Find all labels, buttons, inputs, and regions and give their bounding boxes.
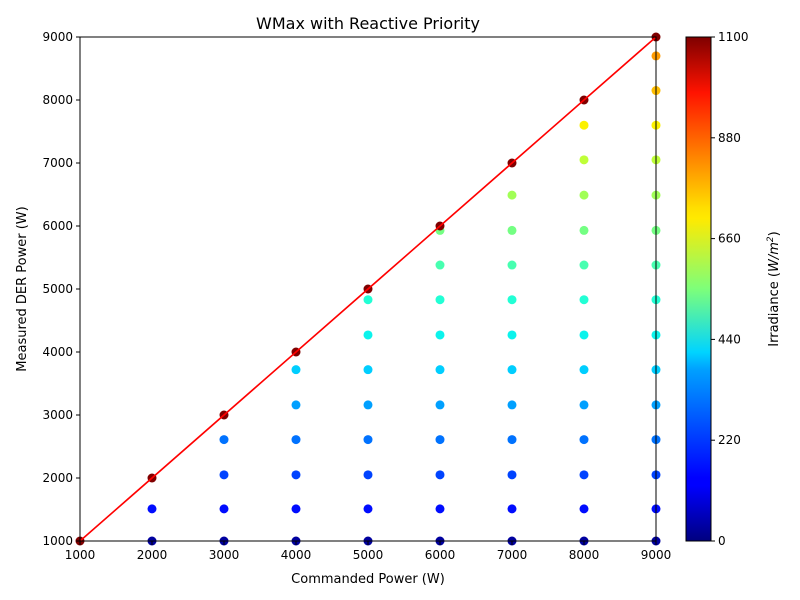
data-point: [435, 470, 445, 480]
chart-title: WMax with Reactive Priority: [256, 14, 480, 33]
data-point: [579, 400, 589, 410]
data-point: [507, 504, 517, 514]
data-point: [291, 365, 301, 375]
data-point: [507, 365, 517, 375]
data-point: [363, 470, 373, 480]
data-point: [363, 435, 373, 445]
y-tick-label: 1000: [42, 534, 73, 548]
colorbar-tick-label: 880: [718, 131, 741, 145]
y-axis-label: Measured DER Power (W): [15, 206, 30, 371]
x-tick-label: 3000: [209, 548, 240, 562]
data-point: [507, 225, 517, 235]
x-tick-label: 6000: [425, 548, 456, 562]
data-point: [579, 330, 589, 340]
data-point: [219, 435, 229, 445]
data-point: [291, 470, 301, 480]
data-point: [147, 504, 157, 514]
data-point: [435, 504, 445, 514]
colorbar-tick-label: 660: [718, 232, 741, 246]
colorbar: 0 220 440 660 880 1100 Irradiance (W/m2): [685, 30, 782, 548]
y-tick-label: 4000: [42, 345, 73, 359]
data-point: [291, 435, 301, 445]
y-axis-ticks: 1000 2000 3000 4000 5000 6000 7000 8000 9000: [42, 30, 80, 548]
data-point: [579, 295, 589, 305]
data-point: [579, 225, 589, 235]
y-tick-label: 5000: [42, 282, 73, 296]
y-tick-label: 8000: [42, 93, 73, 107]
data-point: [579, 470, 589, 480]
colorbar-tick-label: 220: [718, 433, 741, 447]
data-point: [219, 470, 229, 480]
data-point: [363, 330, 373, 340]
x-tick-label: 5000: [353, 548, 384, 562]
data-point: [435, 435, 445, 445]
reference-line: [79, 36, 657, 542]
x-tick-label: 4000: [281, 548, 312, 562]
data-point: [579, 120, 589, 130]
x-tick-label: 7000: [497, 548, 528, 562]
data-point: [579, 190, 589, 200]
data-point: [579, 260, 589, 270]
data-point: [507, 330, 517, 340]
y-tick-label: 2000: [42, 471, 73, 485]
colorbar-label: Irradiance (W/m2): [766, 231, 782, 346]
data-point: [507, 435, 517, 445]
y-tick-label: 9000: [42, 30, 73, 44]
data-point: [579, 155, 589, 165]
y-tick-label: 7000: [42, 156, 73, 170]
data-point: [579, 504, 589, 514]
x-tick-label: 8000: [569, 548, 600, 562]
data-point: [507, 295, 517, 305]
data-point: [579, 365, 589, 375]
data-point: [363, 365, 373, 375]
data-point: [435, 330, 445, 340]
data-point: [435, 260, 445, 270]
data-point: [219, 504, 229, 514]
data-point: [507, 190, 517, 200]
x-axis-ticks: 1000 2000 3000 4000 5000 6000 7000 8000 9000: [65, 541, 672, 562]
colorbar-gradient: [685, 36, 712, 542]
data-point: [507, 470, 517, 480]
data-point: [435, 400, 445, 410]
x-tick-label: 9000: [641, 548, 672, 562]
data-point: [363, 504, 373, 514]
data-point: [291, 400, 301, 410]
plot-area: [75, 32, 661, 546]
data-point: [291, 504, 301, 514]
data-point: [363, 295, 373, 305]
colorbar-tick-label: 440: [718, 332, 741, 346]
data-point: [363, 400, 373, 410]
colorbar-tick-label: 1100: [718, 30, 749, 44]
x-tick-label: 1000: [65, 548, 96, 562]
data-point: [507, 400, 517, 410]
data-point: [507, 260, 517, 270]
data-point: [435, 295, 445, 305]
x-axis-label: Commanded Power (W): [291, 572, 445, 587]
data-point: [579, 435, 589, 445]
y-tick-label: 3000: [42, 408, 73, 422]
colorbar-tick-label: 0: [718, 534, 726, 548]
data-point: [435, 365, 445, 375]
x-tick-label: 2000: [137, 548, 168, 562]
colorbar-ticks: 0 220 440 660 880 1100: [711, 30, 749, 548]
y-tick-label: 6000: [42, 219, 73, 233]
